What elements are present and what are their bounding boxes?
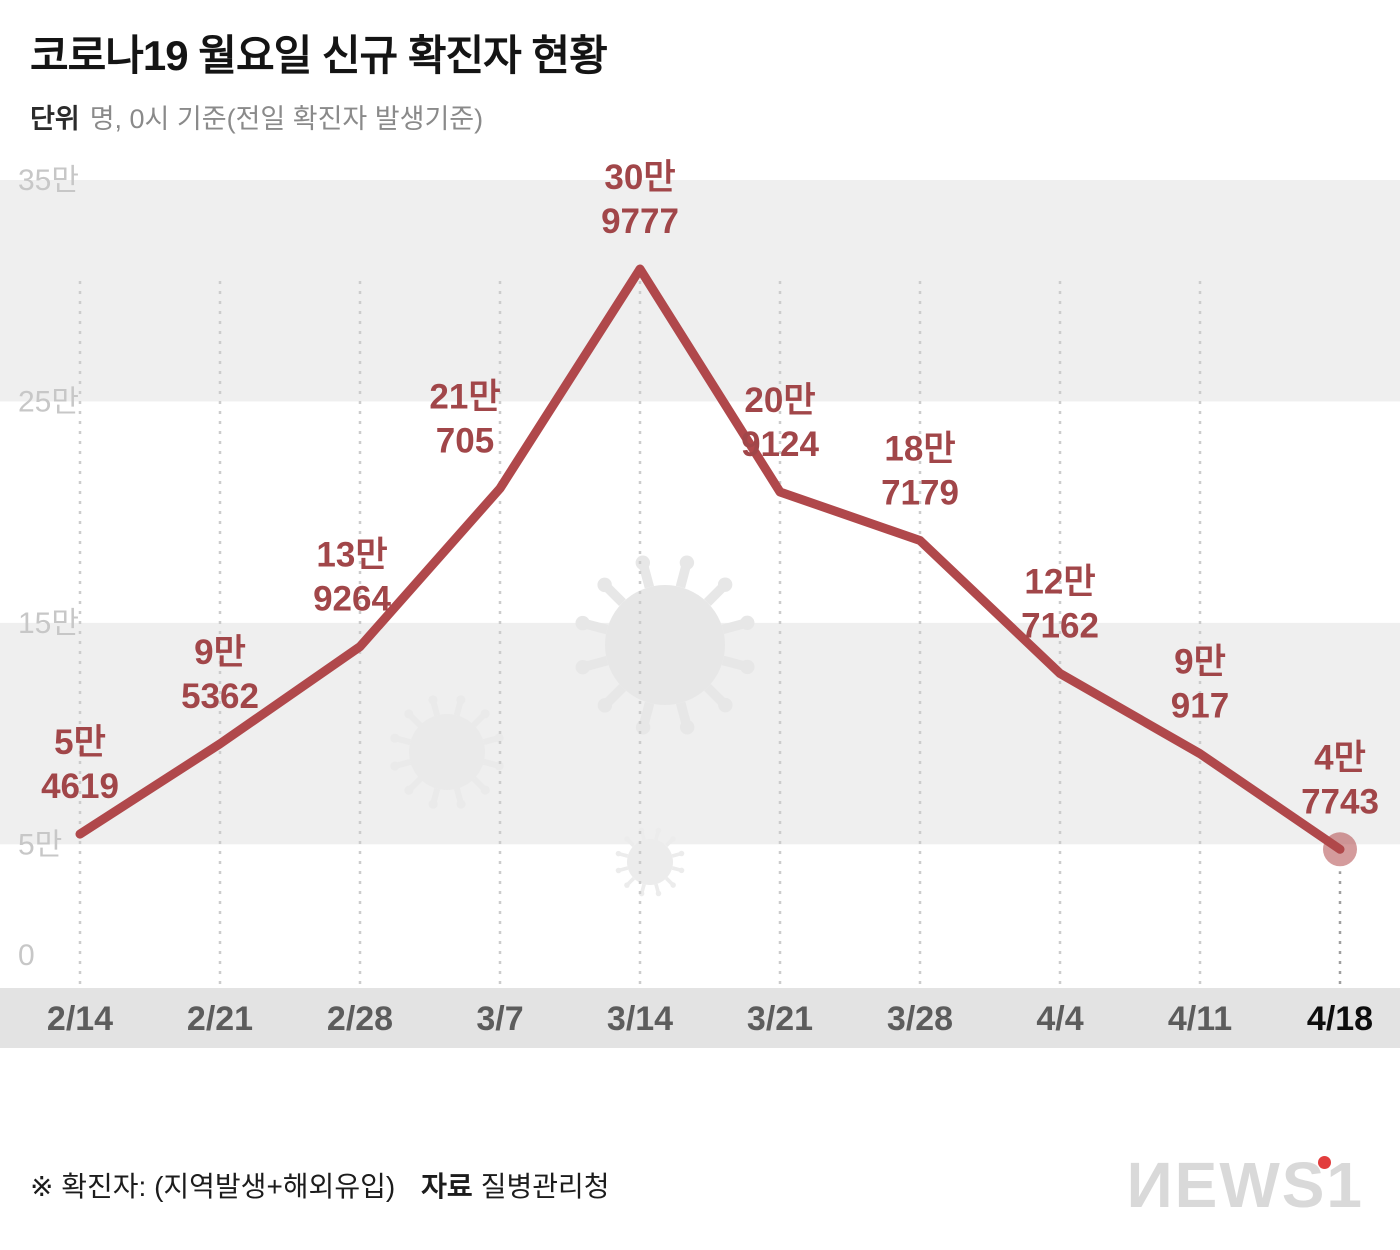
subtitle-text: 명, 0시 기준(전일 확진자 발생기준): [89, 104, 484, 134]
virus-watermark-icon: [390, 695, 504, 809]
y-tick-label: 15만: [18, 607, 79, 640]
point-label: 12만: [1024, 562, 1095, 601]
x-tick-label: 4/18: [1307, 1000, 1373, 1038]
y-tick-label: 5만: [18, 828, 62, 861]
footnote-text: ※ 확진자: (지역발생+해외유입): [30, 1171, 396, 1202]
chart-subtitle: 단위 명, 0시 기준(전일 확진자 발생기준): [30, 97, 607, 136]
x-tick-label: 3/21: [747, 1000, 813, 1038]
virus-watermark-icon: [575, 555, 755, 735]
point-label: 9124: [741, 425, 819, 464]
point-label: 4만: [1314, 738, 1366, 777]
point-label: 13만: [316, 536, 387, 575]
line-chart: 2/14 2/21 2/28 3/7 3/14 3/21 3/28 4/4 4/11 4/18 35…: [0, 150, 1400, 1060]
page-title: 코로나19 월요일 신규 확진자 현황: [30, 32, 608, 79]
source-name: 질병관리청: [480, 1171, 610, 1202]
point-label: 9777: [601, 202, 679, 241]
chart-header: 코로나19 월요일 신규 확진자 현황 단위 명, 0시 기준(전일 확진자 발생…: [30, 22, 608, 136]
y-tick-label: 25만: [18, 385, 79, 418]
end-point-marker: [1323, 832, 1357, 867]
x-tick-label: 4/4: [1036, 1000, 1083, 1038]
x-tick-label: 3/7: [476, 1000, 523, 1038]
point-label: 20만: [744, 381, 815, 420]
trend-line: [75, 264, 1345, 854]
x-tick-label: 2/28: [327, 1000, 393, 1038]
axis-strip: [0, 988, 1400, 1048]
logo-accent-dot: [1318, 1156, 1332, 1169]
point-label: 4619: [41, 767, 119, 806]
point-label: 9만: [194, 633, 246, 672]
point-label: 917: [1171, 687, 1229, 726]
logo-text: ИEWS: [1126, 1149, 1327, 1221]
x-tick-label: 2/21: [187, 1000, 253, 1038]
y-tick-label: 0: [18, 939, 35, 972]
logo-one: 1: [1318, 1148, 1364, 1222]
point-label: 9만: [1174, 643, 1226, 682]
point-label: 30만: [604, 158, 675, 197]
chart-canvas: 2/14 2/21 2/28 3/7 3/14 3/21 3/28 4/4 4/11 4/18 35…: [0, 158, 1400, 1048]
news1-logo: ИEWS 1: [1127, 1148, 1364, 1222]
point-label: 9264: [313, 580, 391, 619]
point-label: 5362: [181, 677, 259, 716]
virus-watermark-icon: [615, 827, 685, 897]
x-tick-label: 3/14: [607, 1000, 673, 1038]
point-label: 18만: [884, 430, 955, 469]
source-label: 자료: [421, 1171, 473, 1202]
point-label: 7743: [1301, 782, 1379, 821]
point-label: 5만: [54, 723, 106, 762]
y-tick-label: 35만: [18, 164, 79, 197]
footnote: ※ 확진자: (지역발생+해외유입) 자료 질병관리청: [30, 1165, 610, 1205]
chart-footer: ※ 확진자: (지역발생+해외유입) 자료 질병관리청 ИEWS 1: [30, 1140, 1364, 1230]
point-label: 705: [436, 421, 494, 460]
unit-label: 단위: [30, 104, 80, 134]
point-label: 21만: [429, 377, 500, 416]
x-tick-label: 2/14: [47, 1000, 113, 1038]
point-label: 7179: [881, 474, 959, 513]
point-label: 7162: [1021, 606, 1099, 645]
x-tick-label: 4/11: [1168, 1000, 1232, 1038]
x-tick-label: 3/28: [887, 1000, 953, 1038]
